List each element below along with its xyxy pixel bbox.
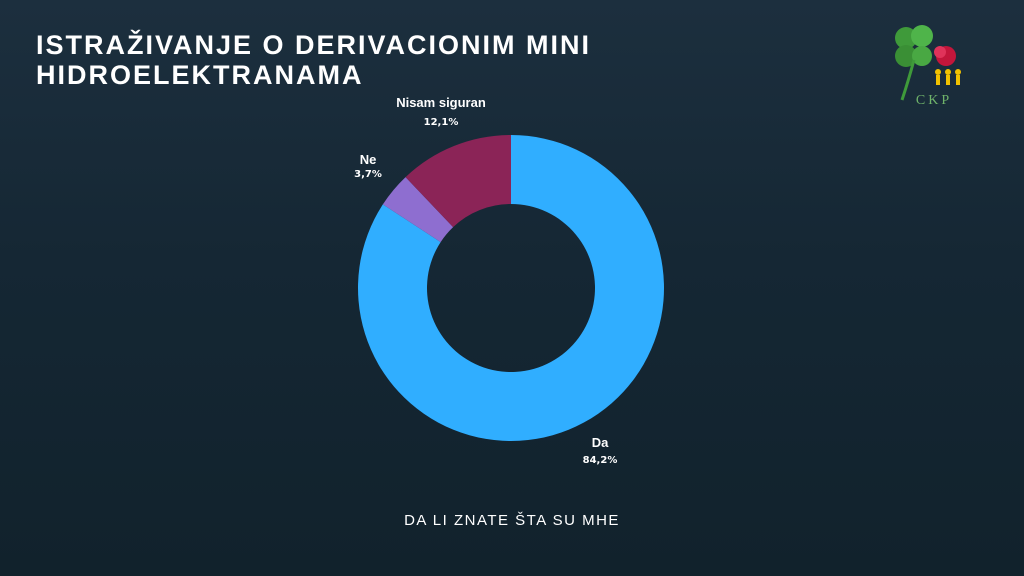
donut-slices: [358, 135, 665, 441]
slice-label: Nisam siguran: [396, 95, 486, 110]
clover-icon: [895, 25, 933, 101]
slice-ne: [382, 177, 454, 243]
slice-value-label: 12,1%: [424, 117, 459, 128]
slice-value-label: 3,7%: [354, 169, 382, 180]
donut-labels: Da 84,2% Ne 3,7% Nisam siguran 12,1%: [354, 95, 617, 466]
chart-title: DA LI ZNATE ŠTA SU MHE: [404, 512, 620, 529]
slice-label: Da: [592, 435, 609, 450]
slice-nisam-siguran: [405, 135, 511, 228]
figures-icon: [934, 46, 961, 85]
logo-text: CKP: [916, 93, 952, 108]
ckp-logo: CKP: [895, 25, 961, 108]
slice-value-label: 84,2%: [583, 455, 618, 466]
slice-da: [358, 135, 665, 441]
slide-title: ISTRAŽIVANJE O DERIVACIONIM MINI HIDROEL…: [36, 30, 592, 90]
slice-label: Ne: [360, 152, 377, 167]
